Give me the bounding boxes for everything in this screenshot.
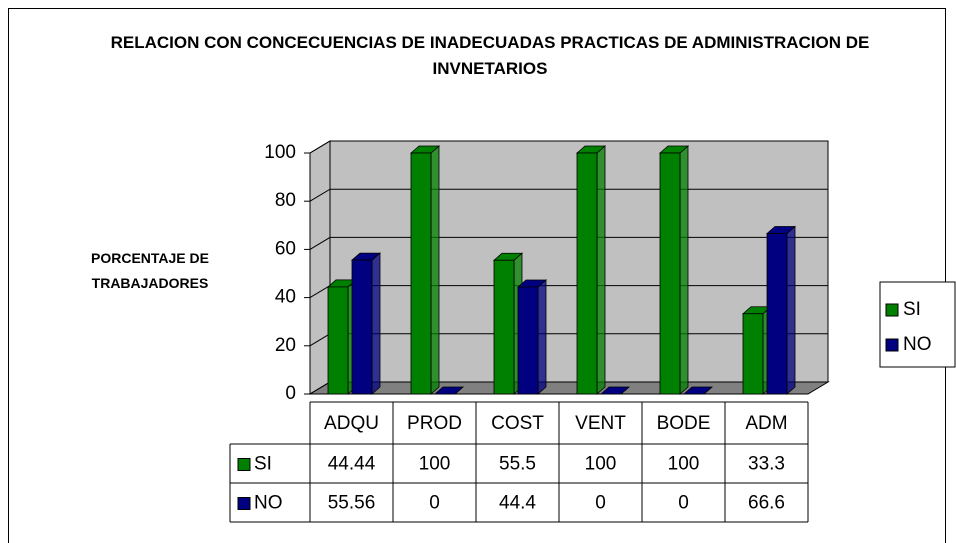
bar-side: [430, 145, 440, 395]
data-label: 55.56: [328, 493, 376, 514]
data-label: 44.44: [328, 454, 376, 475]
bar: [493, 259, 515, 395]
data-label: 33.3: [748, 454, 785, 475]
y-tick-label: 100: [264, 142, 296, 163]
data-label: 0: [429, 493, 440, 514]
bar-side: [679, 145, 689, 395]
chart-border: [8, 8, 946, 543]
bar-top: [682, 386, 714, 395]
legend-label: SI: [903, 299, 921, 320]
bar-side: [596, 145, 606, 395]
x-tick-label: ADQU: [324, 413, 379, 434]
legend-label: NO: [903, 334, 932, 355]
bar-top: [433, 386, 465, 395]
bar: [742, 313, 764, 395]
x-tick-label: ADM: [745, 413, 787, 434]
table-series-name: NO: [254, 493, 283, 514]
bar-side: [371, 252, 381, 395]
bar: [410, 152, 432, 395]
data-label: 100: [585, 454, 617, 475]
y-tick-label: 60: [275, 238, 296, 259]
legend-key: [885, 338, 899, 352]
chart-title: RELACION CON CONCECUENCIAS DE INADECUADA…: [110, 33, 870, 78]
x-tick-label: VENT: [575, 413, 626, 434]
grid-line: [309, 140, 828, 154]
data-label: 100: [419, 454, 451, 475]
table-legend-key: [237, 458, 251, 471]
data-label: 66.6: [748, 493, 785, 514]
data-label: 44.4: [499, 493, 536, 514]
bar: [659, 152, 681, 395]
x-tick-label: PROD: [407, 413, 462, 434]
y-axis-label: PORCENTAJE DE TRABAJADORES: [91, 250, 209, 291]
bar: [517, 286, 539, 395]
data-label: 100: [668, 454, 700, 475]
data-label: 55.5: [499, 454, 536, 475]
table-legend-key: [237, 497, 251, 510]
bar: [351, 259, 373, 395]
bar-side: [537, 279, 547, 395]
bar-top: [599, 386, 631, 395]
bar: [576, 152, 598, 395]
x-tick-label: BODE: [657, 413, 711, 434]
y-tick-label: 0: [285, 383, 296, 404]
legend-key: [885, 303, 899, 317]
bar-side: [786, 225, 796, 395]
side-wall: [309, 140, 331, 395]
table-series-name: SI: [254, 454, 272, 475]
bar: [327, 286, 349, 395]
data-label: 0: [678, 493, 689, 514]
x-tick-label: COST: [491, 413, 544, 434]
y-tick-label: 40: [275, 287, 296, 308]
y-tick-label: 20: [275, 335, 296, 356]
legend-box: [879, 281, 956, 368]
bar: [766, 233, 788, 395]
data-label: 0: [595, 493, 606, 514]
y-tick-label: 80: [275, 190, 296, 211]
